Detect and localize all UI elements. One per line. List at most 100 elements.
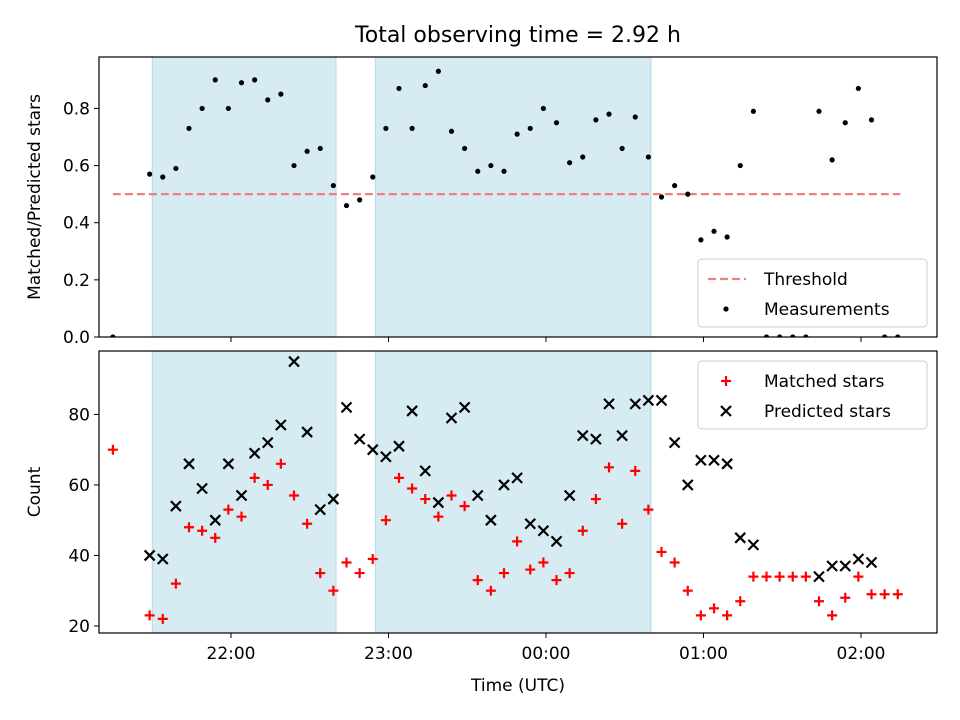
y-axis-label: Matched/Predicted stars [25, 94, 45, 300]
predicted-star-point [366, 443, 379, 456]
predicted-star-point [865, 556, 878, 569]
measurement-point [173, 165, 179, 172]
matched-star-point [617, 518, 628, 529]
matched-star-point [341, 557, 352, 568]
predicted-star-point [485, 514, 497, 526]
predicted-star-point [445, 412, 458, 424]
measurement-point [737, 162, 743, 169]
measurement-point [448, 128, 455, 134]
y-tick-label: 0.2 [63, 271, 90, 291]
matched-star-point [866, 589, 877, 600]
predicted-star-point [458, 401, 471, 414]
predicted-star-point [261, 436, 274, 449]
predicted-star-point [708, 454, 720, 467]
measurement-point [750, 108, 756, 114]
matched-star-point [577, 525, 588, 536]
predicted-star-point [419, 465, 432, 477]
matched-star-point [787, 571, 798, 582]
predicted-star-point [301, 426, 313, 438]
matched-star-point [879, 589, 890, 600]
predicted-star-point [340, 401, 353, 414]
predicted-star-point [629, 398, 642, 410]
predicted-star-point [471, 489, 484, 502]
predicted-star-point [498, 479, 510, 491]
matched-star-point [446, 490, 457, 501]
matched-star-point [223, 504, 234, 515]
measurement-point [711, 228, 717, 234]
bottom-panel-counts: 20 40 60 80 22:00 23:00 00:00 01:00 02:00 Count Ti… [25, 350, 938, 696]
measurement-point [763, 334, 770, 337]
matched-star-point [722, 610, 733, 621]
matched-star-point [695, 610, 706, 621]
matched-star-point [892, 589, 903, 600]
matched-star-point [485, 585, 496, 596]
y-tick-label: 40 [68, 546, 90, 566]
matched-star-point [840, 592, 851, 603]
matched-star-point [827, 610, 838, 621]
matched-star-point [170, 578, 181, 589]
matched-star-point [656, 546, 667, 557]
matched-star-point [144, 610, 155, 621]
predicted-star-point [524, 517, 537, 530]
predicted-star-point [839, 560, 852, 572]
legend-predicted-swatch [720, 405, 732, 417]
series-measurements [110, 68, 901, 337]
measurement-point [357, 197, 363, 203]
series-matched-stars [107, 444, 903, 624]
predicted-star-point [813, 570, 825, 583]
measurement-point [829, 157, 835, 163]
predicted-star-point [143, 549, 156, 562]
predicted-star-point [432, 496, 445, 509]
measurement-point [225, 105, 231, 112]
series-layer [110, 68, 901, 337]
y-tick-label: 60 [68, 476, 90, 496]
x-axis-label: Time (UTC) [470, 676, 565, 696]
series-predicted-stars [143, 355, 878, 583]
measurement-point [527, 125, 533, 132]
matched-star-point [394, 472, 404, 483]
measurement-point [147, 171, 153, 177]
matched-star-point [459, 501, 470, 512]
matched-star-point [380, 515, 391, 526]
x-tick-label: 01:00 [679, 644, 728, 664]
measurement-point [462, 145, 468, 152]
y-tick-label: 20 [68, 617, 90, 637]
matched-star-point [107, 444, 118, 455]
matched-star-point [367, 553, 378, 564]
measurement-point [816, 108, 822, 114]
predicted-star-point [288, 355, 300, 368]
legend-box [697, 360, 928, 430]
matched-star-point [289, 490, 299, 501]
matched-star-point [249, 472, 260, 483]
legend-entry-label: Predicted stars [764, 402, 891, 422]
measurement-point [895, 334, 901, 337]
measurement-point [396, 85, 402, 92]
measurement-point [409, 125, 415, 132]
matched-star-point [210, 532, 221, 543]
matched-star-point [761, 571, 772, 582]
measurement-point [383, 125, 389, 132]
measurement-point [593, 117, 599, 123]
measurement-point [110, 334, 116, 337]
predicted-star-point [170, 500, 182, 512]
matched-star-point [472, 575, 483, 586]
predicted-star-point [406, 405, 418, 417]
predicted-star-point [209, 514, 222, 526]
predicted-star-point [353, 433, 366, 445]
predicted-star-point [327, 493, 340, 505]
matched-star-point [604, 462, 614, 473]
legend-entry-label: Threshold [763, 270, 848, 290]
legend-measurement-swatch [723, 306, 729, 312]
legend-entry-label: Matched stars [764, 372, 884, 392]
matched-star-point [262, 479, 273, 490]
measurement-point [790, 334, 796, 337]
measurement-point [343, 202, 350, 209]
matched-star-point [315, 568, 326, 579]
measurement-point [422, 82, 428, 89]
matched-star-point [735, 596, 746, 607]
predicted-star-point [668, 436, 681, 449]
measurement-point [291, 162, 297, 169]
matched-star-point [512, 536, 523, 547]
measurement-point [199, 105, 205, 112]
measurement-point [186, 125, 192, 132]
